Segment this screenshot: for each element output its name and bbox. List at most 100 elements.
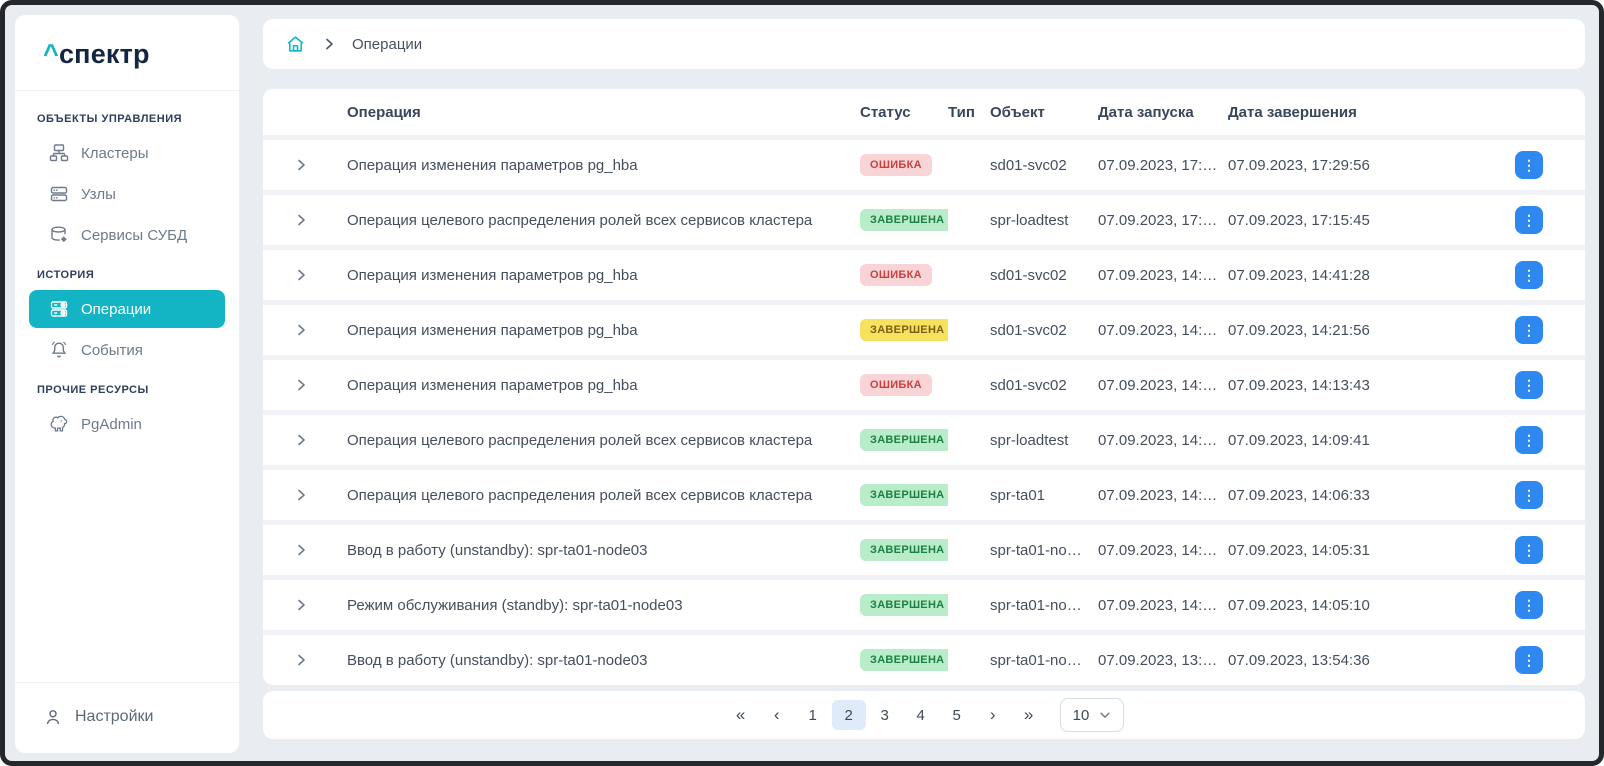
table-row[interactable]: Операция целевого распределения ролей вс… <box>263 195 1585 245</box>
pagination-page-5[interactable]: 5 <box>940 700 974 730</box>
header-started: Дата запуска <box>1098 103 1194 121</box>
pagination-bar: « ‹ 1 2 3 4 5 › » 10 <box>263 691 1585 739</box>
operations-table: Операция Статус Тип Объект Дата запуска … <box>263 89 1585 685</box>
status-badge: ЗАВЕРШЕНА <box>860 594 948 616</box>
kebab-icon: ⋮ <box>1522 157 1536 173</box>
settings-button[interactable]: Настройки <box>43 707 221 727</box>
person-icon <box>43 707 63 727</box>
sidebar-item-label: События <box>81 341 143 359</box>
pagination-first-button[interactable]: « <box>724 700 758 730</box>
sidebar-item-events[interactable]: События <box>29 331 225 369</box>
sidebar-item-nodes[interactable]: Узлы <box>29 175 225 213</box>
chevron-right-icon <box>322 37 336 51</box>
row-actions-button[interactable]: ⋮ <box>1515 646 1543 674</box>
status-badge: ЗАВЕРШЕНА <box>860 649 948 671</box>
sidebar-item-operations[interactable]: Операции <box>29 290 225 328</box>
row-separator <box>263 190 1585 195</box>
row-actions-button[interactable]: ⋮ <box>1515 591 1543 619</box>
object-cell: spr-ta01-node03 <box>990 541 1098 559</box>
table-row[interactable]: Режим обслуживания (standby): spr-ta01-n… <box>263 580 1585 630</box>
status-badge: ОШИБКА <box>860 374 932 396</box>
row-expand-chevron-icon[interactable] <box>294 213 308 227</box>
status-badge: ЗАВЕРШЕНА <box>860 209 948 231</box>
row-actions-button[interactable]: ⋮ <box>1515 426 1543 454</box>
row-expand-chevron-icon[interactable] <box>294 378 308 392</box>
kebab-icon: ⋮ <box>1522 652 1536 668</box>
table-row[interactable]: Операция целевого распределения ролей вс… <box>263 470 1585 520</box>
row-separator <box>263 520 1585 525</box>
pagination-page-3[interactable]: 3 <box>868 700 902 730</box>
header-object: Объект <box>990 103 1045 121</box>
row-separator <box>263 575 1585 580</box>
start-date-cell: 07.09.2023, 14:05:04 <box>1098 596 1228 614</box>
object-cell: spr-loadtest <box>990 431 1069 449</box>
pagination-prev-button[interactable]: ‹ <box>760 700 794 730</box>
row-actions-button[interactable]: ⋮ <box>1515 536 1543 564</box>
row-actions-button[interactable]: ⋮ <box>1515 481 1543 509</box>
object-cell: spr-ta01-node03 <box>990 596 1098 614</box>
end-date-cell: 07.09.2023, 14:09:41 <box>1228 431 1370 449</box>
start-date-cell: 07.09.2023, 13:54:30 <box>1098 651 1228 669</box>
start-date-cell: 07.09.2023, 14:13:41 <box>1098 376 1228 394</box>
row-expand-chevron-icon[interactable] <box>294 158 308 172</box>
status-badge: ЗАВЕРШЕНА <box>860 319 948 341</box>
pagination-last-button[interactable]: » <box>1012 700 1046 730</box>
table-row[interactable]: Операция целевого распределения ролей вс… <box>263 415 1585 465</box>
end-date-cell: 07.09.2023, 14:05:31 <box>1228 541 1370 559</box>
pagination-page-4[interactable]: 4 <box>904 700 938 730</box>
row-expand-chevron-icon[interactable] <box>294 653 308 667</box>
row-expand-chevron-icon[interactable] <box>294 543 308 557</box>
table-row[interactable]: Операция изменения параметров pg_hba ОШИ… <box>263 360 1585 410</box>
row-separator <box>263 630 1585 635</box>
pagination-next-button[interactable]: › <box>976 700 1010 730</box>
home-icon[interactable] <box>285 34 306 55</box>
row-expand-chevron-icon[interactable] <box>294 323 308 337</box>
row-actions-button[interactable]: ⋮ <box>1515 206 1543 234</box>
page-size-value: 10 <box>1072 706 1090 724</box>
settings-label: Настройки <box>75 708 154 725</box>
row-expand-chevron-icon[interactable] <box>294 488 308 502</box>
end-date-cell: 07.09.2023, 14:13:43 <box>1228 376 1370 394</box>
table-row[interactable]: Операция изменения параметров pg_hba ЗАВ… <box>263 305 1585 355</box>
row-actions-button[interactable]: ⋮ <box>1515 261 1543 289</box>
page-size-select[interactable]: 10 <box>1059 698 1125 732</box>
row-actions-button[interactable]: ⋮ <box>1515 316 1543 344</box>
operation-cell: Операция целевого распределения ролей вс… <box>347 431 813 449</box>
row-expand-chevron-icon[interactable] <box>294 268 308 282</box>
kebab-icon: ⋮ <box>1522 597 1536 613</box>
section-title-history: ИСТОРИЯ <box>37 269 95 281</box>
end-date-cell: 07.09.2023, 14:41:28 <box>1228 266 1370 284</box>
status-badge: ЗАВЕРШЕНА <box>860 429 948 451</box>
sidebar-item-clusters[interactable]: Кластеры <box>29 134 225 172</box>
sidebar-item-label: Узлы <box>81 185 116 203</box>
row-actions-button[interactable]: ⋮ <box>1515 151 1543 179</box>
pagination-page-1[interactable]: 1 <box>796 700 830 730</box>
sidebar-item-pgadmin[interactable]: PgAdmin <box>29 405 225 443</box>
start-date-cell: 07.09.2023, 14:21:51 <box>1098 321 1228 339</box>
logo: ^спектр <box>15 15 239 91</box>
operations-icon <box>49 299 69 319</box>
start-date-cell: 07.09.2023, 17:14:32 <box>1098 211 1228 229</box>
table-row[interactable]: Операция изменения параметров pg_hba ОШИ… <box>263 140 1585 190</box>
object-cell: sd01-svc02 <box>990 376 1067 394</box>
sidebar-item-db-services[interactable]: Сервисы СУБД <box>29 216 225 254</box>
end-date-cell: 07.09.2023, 14:21:56 <box>1228 321 1370 339</box>
table-header-row: Операция Статус Тип Объект Дата запуска … <box>263 89 1585 135</box>
table-row[interactable]: Ввод в работу (unstandby): spr-ta01-node… <box>263 635 1585 685</box>
table-row[interactable]: Операция изменения параметров pg_hba ОШИ… <box>263 250 1585 300</box>
operation-cell: Операция целевого распределения ролей вс… <box>347 211 813 229</box>
events-bell-icon <box>49 340 69 360</box>
pagination-page-2-active[interactable]: 2 <box>831 700 866 730</box>
row-separator <box>263 355 1585 360</box>
sidebar-item-label: Сервисы СУБД <box>81 226 188 244</box>
row-expand-chevron-icon[interactable] <box>294 433 308 447</box>
table-row[interactable]: Ввод в работу (unstandby): spr-ta01-node… <box>263 525 1585 575</box>
row-actions-button[interactable]: ⋮ <box>1515 371 1543 399</box>
row-separator <box>263 465 1585 470</box>
object-cell: sd01-svc02 <box>990 156 1067 174</box>
object-cell: spr-loadtest <box>990 211 1069 229</box>
row-expand-chevron-icon[interactable] <box>294 598 308 612</box>
row-separator <box>263 410 1585 415</box>
logo-text: спектр <box>58 39 150 69</box>
object-cell: sd01-svc02 <box>990 321 1067 339</box>
